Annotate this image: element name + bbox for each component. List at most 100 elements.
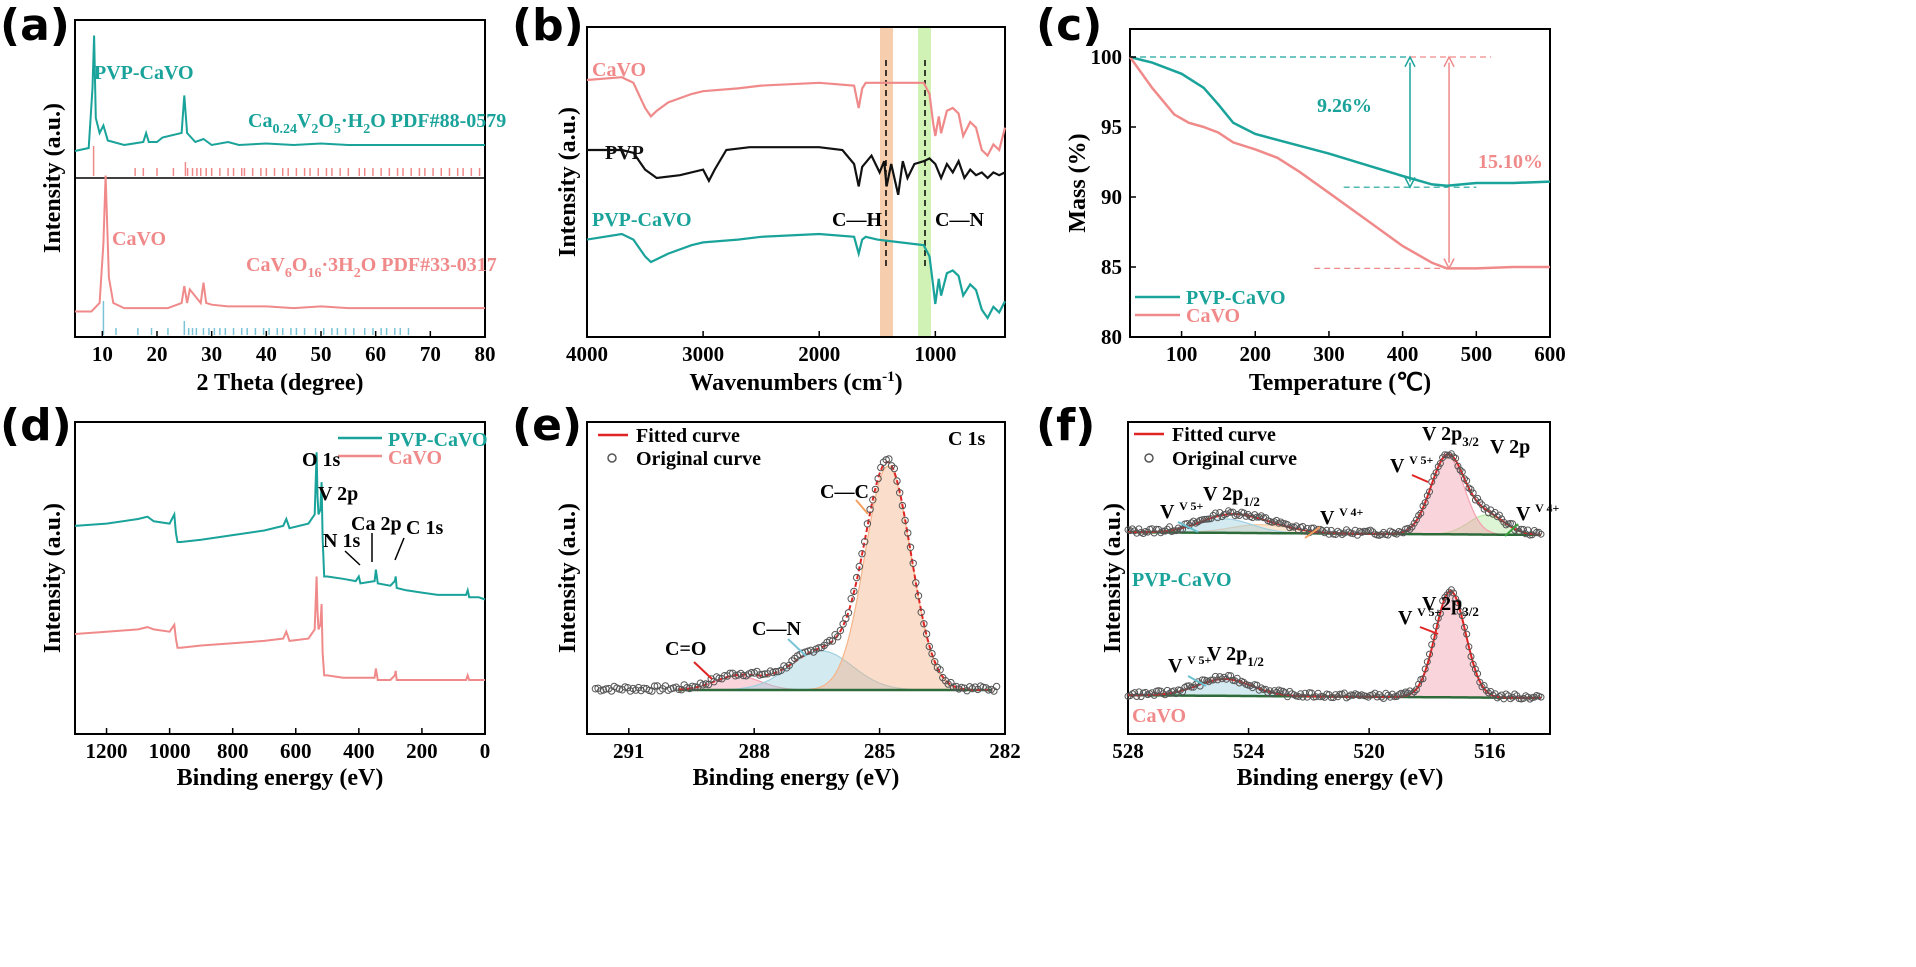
original-point-f — [1367, 526, 1374, 534]
series-pvp-cavo-b — [586, 232, 1006, 321]
original-point-f — [1465, 643, 1473, 651]
label-pvp-cavo-f: PVP-CaVO — [1132, 569, 1232, 591]
label-v5-c: V V 5+ — [1168, 653, 1212, 677]
c-tick-label: 200 — [1240, 342, 1272, 366]
original-point-f — [1216, 509, 1224, 516]
original-point-f — [1126, 527, 1134, 535]
original-point-f — [1423, 492, 1431, 500]
e-tick-label: 291 — [613, 739, 645, 763]
c-ytick-label: 95 — [1101, 115, 1122, 139]
b-tick-label: 2000 — [798, 342, 840, 366]
ylabel-e: Intensity (a.u.) — [555, 503, 581, 653]
original-point-f — [1174, 524, 1182, 532]
original-point-f — [1432, 622, 1440, 630]
original-point-f — [1303, 524, 1311, 532]
original-point-f — [1537, 693, 1545, 701]
original-point-f — [1467, 653, 1475, 660]
original-point-f — [1161, 691, 1169, 699]
original-point-f — [1419, 675, 1427, 683]
label-cn: C—N — [935, 209, 984, 231]
original-point-e — [834, 633, 842, 641]
d-tick-label: 200 — [406, 739, 438, 763]
a-tick-label: 50 — [311, 342, 332, 366]
original-point-f — [1135, 525, 1143, 533]
original-point-f — [1458, 612, 1466, 620]
original-point-e — [850, 587, 858, 596]
legend-original-e: Original curve — [636, 448, 761, 470]
panel-label-e: (e) — [512, 400, 582, 451]
original-point-f — [1159, 527, 1167, 535]
title-c1s: C 1s — [948, 428, 985, 450]
original-point-f — [1137, 693, 1145, 701]
original-point-e — [925, 642, 933, 651]
original-point-f — [1530, 693, 1538, 701]
original-point-f — [1439, 597, 1447, 605]
legend-pvp-cavo-c: PVP-CaVO — [1186, 287, 1286, 309]
original-point-e — [861, 538, 869, 546]
panel-label-b: (b) — [512, 0, 584, 51]
original-point-f — [1378, 693, 1385, 701]
original-point-f — [1443, 451, 1451, 459]
ylabel-b: Intensity (a.u.) — [555, 107, 581, 257]
label-v5-a-sup: V 5+ — [1179, 499, 1203, 513]
original-point-f — [1426, 650, 1433, 658]
c-ytick-label: 90 — [1101, 185, 1122, 209]
original-point-f — [1487, 688, 1495, 695]
original-point-f — [1533, 528, 1541, 536]
original-point-f — [1152, 525, 1160, 533]
original-point-e — [885, 455, 893, 463]
original-point-f — [1458, 468, 1466, 476]
original-point-f — [1410, 519, 1418, 527]
ylabel-c: Mass (%) — [1065, 133, 1091, 232]
original-point-e — [855, 562, 863, 571]
original-point-f — [1257, 684, 1265, 692]
d-tick-label: 600 — [280, 739, 312, 763]
label-v2p12-bottom: V 2p1/2 — [1207, 643, 1264, 669]
original-point-f — [1257, 512, 1265, 520]
original-point-f — [1336, 690, 1344, 698]
original-point-f — [1441, 451, 1449, 459]
d-tick-label: 1200 — [86, 739, 128, 763]
xlabel-d: Binding energy (eV) — [177, 765, 384, 791]
original-point-f — [1441, 593, 1449, 601]
original-point-f — [1454, 462, 1462, 470]
original-point-f — [1187, 519, 1195, 527]
original-point-e — [874, 474, 882, 483]
original-point-f — [1336, 529, 1344, 537]
original-point-f — [1369, 528, 1377, 536]
b-tick-label: 4000 — [566, 342, 608, 366]
original-point-f — [1216, 673, 1224, 681]
legend-cavo-c: CaVO — [1186, 305, 1240, 327]
original-point-f — [1142, 688, 1149, 696]
d-tick-label: 400 — [343, 739, 375, 763]
original-point-f — [1211, 672, 1219, 680]
series-pvp-cavo-d — [74, 452, 486, 601]
original-point-f — [1384, 691, 1392, 699]
original-point-f — [1235, 679, 1243, 687]
c-tick-label: 500 — [1461, 342, 1493, 366]
original-point-f — [1218, 675, 1226, 683]
plot-frame-c — [1129, 28, 1551, 338]
original-point-f — [1319, 527, 1326, 534]
annotation-9-26: 9.26% — [1317, 95, 1372, 117]
original-point-f — [1432, 469, 1440, 477]
plot-frame-b — [586, 26, 1006, 338]
original-point-f — [1207, 676, 1215, 684]
original-point-e — [920, 620, 928, 628]
legend-pvp-cavo-d: PVP-CaVO — [388, 429, 488, 451]
original-point-e — [739, 671, 748, 680]
original-point-f — [1349, 691, 1357, 699]
original-point-f — [1408, 690, 1416, 698]
original-point-f — [1463, 477, 1471, 485]
original-point-f — [1412, 516, 1420, 524]
line-co — [693, 661, 713, 680]
plot-frame-d — [74, 421, 486, 735]
original-point-f — [1148, 525, 1156, 533]
original-point-f — [1417, 509, 1425, 517]
original-point-f — [1209, 676, 1217, 684]
a-tick-label: 10 — [92, 342, 113, 366]
a-tick-label: 20 — [147, 342, 168, 366]
original-point-f — [1511, 690, 1519, 698]
ylabel-f: Intensity (a.u.) — [1100, 503, 1126, 653]
line-cn-e — [787, 638, 807, 657]
